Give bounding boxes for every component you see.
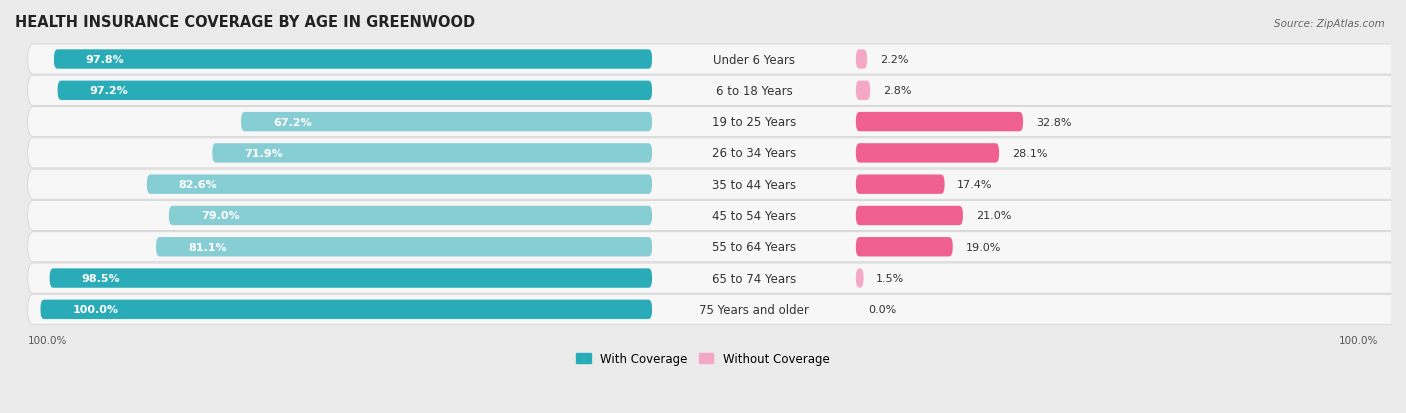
FancyBboxPatch shape [28,170,1403,200]
Text: 100.0%: 100.0% [1339,335,1378,345]
FancyBboxPatch shape [212,144,652,163]
Text: 75 Years and older: 75 Years and older [699,303,808,316]
Text: 67.2%: 67.2% [273,117,312,127]
Text: 35 to 44 Years: 35 to 44 Years [711,178,796,191]
Text: Source: ZipAtlas.com: Source: ZipAtlas.com [1274,19,1385,28]
FancyBboxPatch shape [240,113,652,132]
FancyBboxPatch shape [58,81,652,101]
Text: 26 to 34 Years: 26 to 34 Years [711,147,796,160]
Text: 2.8%: 2.8% [883,86,911,96]
FancyBboxPatch shape [856,237,953,257]
FancyBboxPatch shape [856,269,863,288]
Legend: With Coverage, Without Coverage: With Coverage, Without Coverage [572,347,834,370]
FancyBboxPatch shape [146,175,652,195]
Text: 6 to 18 Years: 6 to 18 Years [716,85,793,97]
FancyBboxPatch shape [41,300,652,319]
Text: 28.1%: 28.1% [1012,149,1047,159]
Text: 0.0%: 0.0% [869,305,897,315]
Text: 97.8%: 97.8% [86,55,125,65]
FancyBboxPatch shape [28,76,1403,106]
FancyBboxPatch shape [856,206,963,225]
FancyBboxPatch shape [49,269,652,288]
Text: 65 to 74 Years: 65 to 74 Years [711,272,796,285]
Text: 100.0%: 100.0% [28,335,67,345]
Text: 55 to 64 Years: 55 to 64 Years [711,241,796,254]
Text: 98.5%: 98.5% [82,273,120,283]
Text: Under 6 Years: Under 6 Years [713,53,794,66]
FancyBboxPatch shape [28,45,1403,75]
Text: 19.0%: 19.0% [966,242,1001,252]
Text: 19 to 25 Years: 19 to 25 Years [711,116,796,129]
FancyBboxPatch shape [856,144,1000,163]
FancyBboxPatch shape [156,237,652,257]
Text: 32.8%: 32.8% [1036,117,1071,127]
FancyBboxPatch shape [53,50,652,69]
FancyBboxPatch shape [28,201,1403,231]
Text: 100.0%: 100.0% [72,305,118,315]
FancyBboxPatch shape [856,175,945,195]
Text: 1.5%: 1.5% [876,273,904,283]
FancyBboxPatch shape [28,232,1403,262]
Text: 17.4%: 17.4% [957,180,993,190]
Text: 79.0%: 79.0% [201,211,239,221]
Text: 45 to 54 Years: 45 to 54 Years [711,209,796,223]
FancyBboxPatch shape [28,294,1403,325]
FancyBboxPatch shape [856,113,1024,132]
Text: 97.2%: 97.2% [90,86,128,96]
Text: 2.2%: 2.2% [880,55,908,65]
Text: 71.9%: 71.9% [245,149,283,159]
FancyBboxPatch shape [28,263,1403,293]
FancyBboxPatch shape [28,138,1403,169]
FancyBboxPatch shape [28,107,1403,137]
Text: HEALTH INSURANCE COVERAGE BY AGE IN GREENWOOD: HEALTH INSURANCE COVERAGE BY AGE IN GREE… [15,15,475,30]
FancyBboxPatch shape [169,206,652,225]
Text: 81.1%: 81.1% [188,242,226,252]
Text: 82.6%: 82.6% [179,180,218,190]
FancyBboxPatch shape [856,81,870,101]
FancyBboxPatch shape [856,50,868,69]
Text: 21.0%: 21.0% [976,211,1011,221]
